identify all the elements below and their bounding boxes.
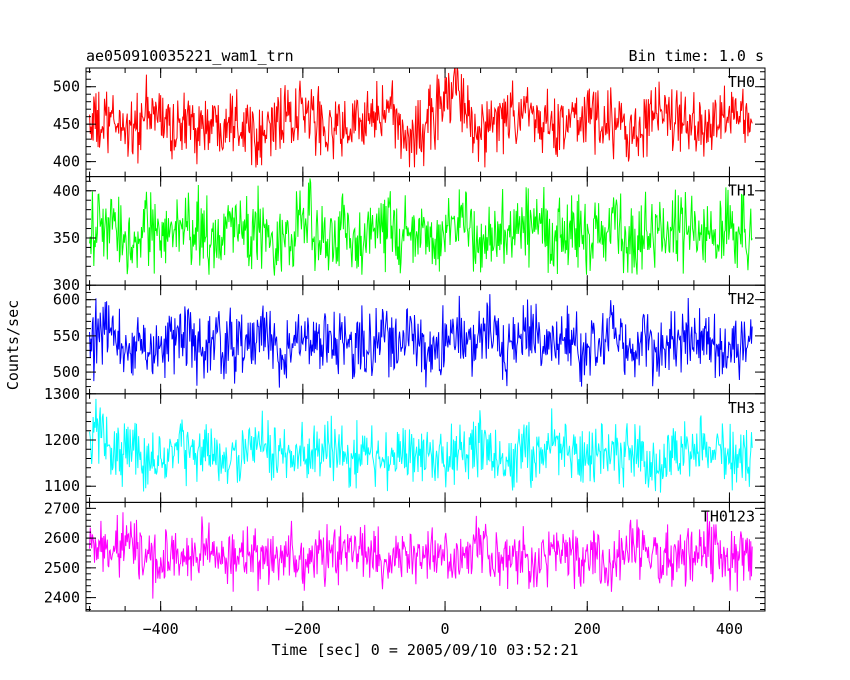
y-tick-label: 400 <box>53 182 80 200</box>
y-tick-label: 1200 <box>44 431 80 449</box>
panel-label-th3: TH3 <box>728 399 755 417</box>
y-tick-label: 2700 <box>44 499 80 517</box>
figure-title: ae050910035221_wam1_trn <box>86 47 294 65</box>
y-tick-label: 300 <box>53 276 80 294</box>
panel-frame-th3 <box>85 393 766 503</box>
x-tick-label: −200 <box>285 620 321 638</box>
y-tick-label: 450 <box>53 115 80 133</box>
y-tick-label: 400 <box>53 153 80 171</box>
bin-time-label: Bin time: 1.0 s <box>629 47 764 65</box>
panel-frame-th0123 <box>85 501 766 612</box>
y-tick-label: 500 <box>53 78 80 96</box>
series-th3 <box>89 398 753 493</box>
x-axis-label: Time [sec] 0 = 2005/09/10 03:52:21 <box>271 641 578 659</box>
y-tick-label: 350 <box>53 229 80 247</box>
x-tick-label: 0 <box>441 620 450 638</box>
y-tick-label: 2600 <box>44 529 80 547</box>
y-tick-label: 500 <box>53 363 80 381</box>
y-tick-label: 2400 <box>44 589 80 607</box>
x-tick-label: 400 <box>716 620 743 638</box>
y-tick-label: 1100 <box>44 477 80 495</box>
y-tick-label: 550 <box>53 327 80 345</box>
panel-label-th0123: TH0123 <box>701 507 755 525</box>
panel-label-th2: TH2 <box>728 290 755 308</box>
panel-label-th1: TH1 <box>728 182 755 200</box>
y-tick-label: 1300 <box>44 385 80 403</box>
x-tick-label: −400 <box>143 620 179 638</box>
series-th0 <box>89 68 753 168</box>
y-axis-label: Counts/sec <box>4 300 22 390</box>
y-tick-label: 600 <box>53 291 80 309</box>
series-th2 <box>89 294 753 388</box>
x-tick-label: 200 <box>574 620 601 638</box>
panel-label-th0: TH0 <box>728 73 755 91</box>
series-th1 <box>89 178 753 276</box>
panels-group: 400 450 500 TH0 300 350 400 TH1 500 550 600 TH2 1100… <box>44 67 766 638</box>
series-th0123 <box>89 512 753 599</box>
y-tick-label: 2500 <box>44 559 80 577</box>
